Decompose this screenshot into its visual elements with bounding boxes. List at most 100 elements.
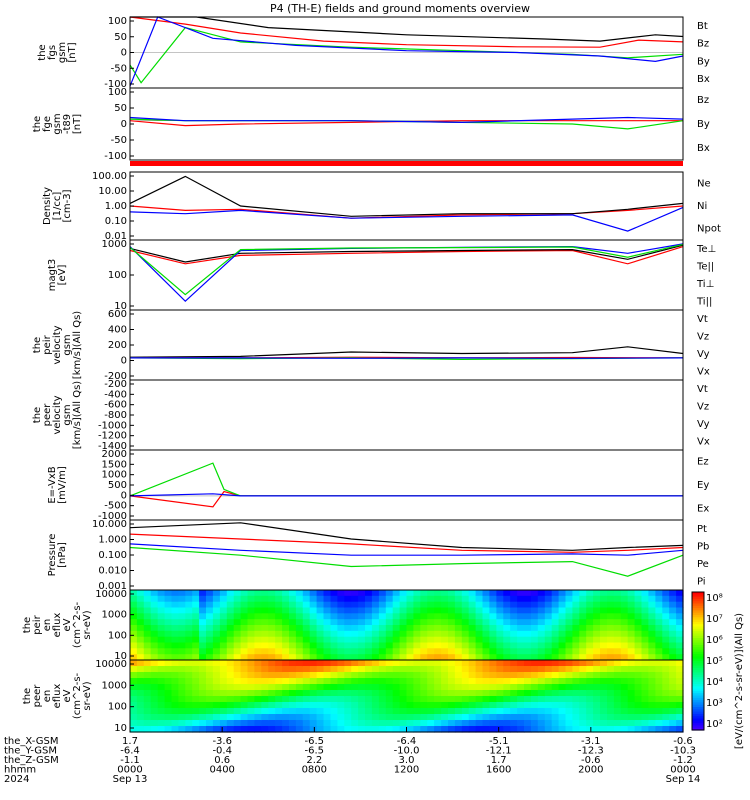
heat-cell [461, 666, 470, 673]
heat-cell [551, 702, 560, 709]
heat-cell [620, 642, 629, 649]
heat-cell [620, 648, 629, 655]
heat-cell [240, 678, 249, 685]
heat-cell [524, 613, 532, 620]
heat-cell [434, 660, 442, 667]
y-tick-label: -1400 [98, 441, 127, 452]
heat-cell [302, 613, 311, 620]
heat-cell [558, 690, 567, 697]
heat-cell [627, 660, 636, 667]
heat-cell [392, 625, 401, 632]
heat-cell [378, 660, 387, 667]
heat-cell [503, 648, 511, 655]
heat-cell [323, 601, 331, 609]
heat-cell [226, 702, 235, 709]
heat-cell [593, 636, 601, 644]
heat-cell [344, 726, 352, 733]
heat-cell [586, 666, 594, 673]
heat-cell [337, 690, 345, 697]
heat-cell [496, 590, 504, 597]
heat-cell [351, 690, 359, 697]
heat-cell [413, 619, 421, 626]
heat-cell [544, 726, 553, 733]
heat-cell [441, 678, 449, 685]
heat-cell [268, 642, 276, 649]
heat-cell [171, 636, 179, 644]
heat-cell [662, 666, 670, 673]
heat-cell [613, 720, 622, 727]
bottom-axis-value: -10.3 [670, 746, 696, 757]
heat-cell [295, 702, 304, 709]
heat-cell [496, 714, 504, 721]
heat-cell [247, 666, 255, 673]
heat-cell [261, 607, 269, 614]
heat-cell [316, 630, 325, 638]
series-Ex-line [129, 493, 683, 497]
heat-cell [378, 590, 387, 597]
heat-cell [323, 619, 331, 626]
heat-cell [461, 613, 470, 620]
heat-cell [275, 714, 283, 721]
bottom-axis-value: -6.5 [305, 736, 325, 747]
heat-cell [289, 625, 297, 632]
heat-cell [212, 625, 221, 632]
heat-cell [600, 607, 608, 614]
heat-cell [579, 708, 587, 715]
heat-cell [537, 684, 546, 691]
heat-cell [655, 607, 663, 614]
heat-cell [524, 720, 532, 727]
heat-cell [537, 708, 546, 715]
heat-cell [572, 666, 580, 673]
heat-cell [233, 630, 242, 638]
heat-cell [510, 601, 518, 609]
heat-cell [150, 690, 159, 697]
heat-cell [627, 690, 636, 697]
heat-cell [365, 684, 373, 691]
heat-cell [441, 601, 449, 609]
heat-cell [385, 702, 394, 709]
heat-cell [261, 672, 269, 679]
heat-cell [441, 613, 449, 620]
heat-cell [178, 726, 186, 733]
heat-cell [226, 625, 235, 632]
colorbar-step [692, 651, 704, 655]
heat-cell [365, 714, 373, 721]
heat-cell [600, 595, 608, 603]
heat-cell [468, 648, 477, 655]
heat-cell [199, 654, 207, 661]
heat-cell [399, 690, 408, 697]
heat-cell [178, 720, 186, 727]
heat-cell [586, 630, 594, 638]
heat-cell [648, 648, 656, 655]
heat-cell [282, 702, 290, 709]
heat-cell [371, 648, 380, 655]
heat-cell [371, 678, 380, 685]
y-axis-label-line: eflux [52, 613, 63, 638]
y-axis-label-line: eV [62, 618, 73, 631]
heat-cell [461, 590, 470, 597]
heat-cell [475, 720, 484, 727]
heat-cell [427, 619, 435, 626]
heat-cell [178, 625, 186, 632]
heat-cell [448, 660, 456, 667]
heat-cell [524, 595, 532, 603]
heat-cell [551, 595, 560, 603]
heat-cell [351, 708, 359, 715]
heat-cell [530, 630, 539, 638]
heat-cell [448, 619, 456, 626]
heat-cell [510, 613, 518, 620]
heat-cell [620, 625, 629, 632]
heat-cell [344, 708, 352, 715]
heat-cell [233, 601, 242, 609]
heat-cell [344, 601, 352, 609]
bottom-axis-value: -3.6 [212, 736, 232, 747]
heat-cell [212, 726, 221, 733]
heat-cell [309, 714, 318, 721]
heat-cell [130, 595, 138, 603]
heat-cell [309, 666, 318, 673]
heat-cell [441, 714, 449, 721]
series-Pi-line [129, 543, 684, 556]
heat-cell [503, 708, 511, 715]
heat-cell [344, 607, 352, 614]
